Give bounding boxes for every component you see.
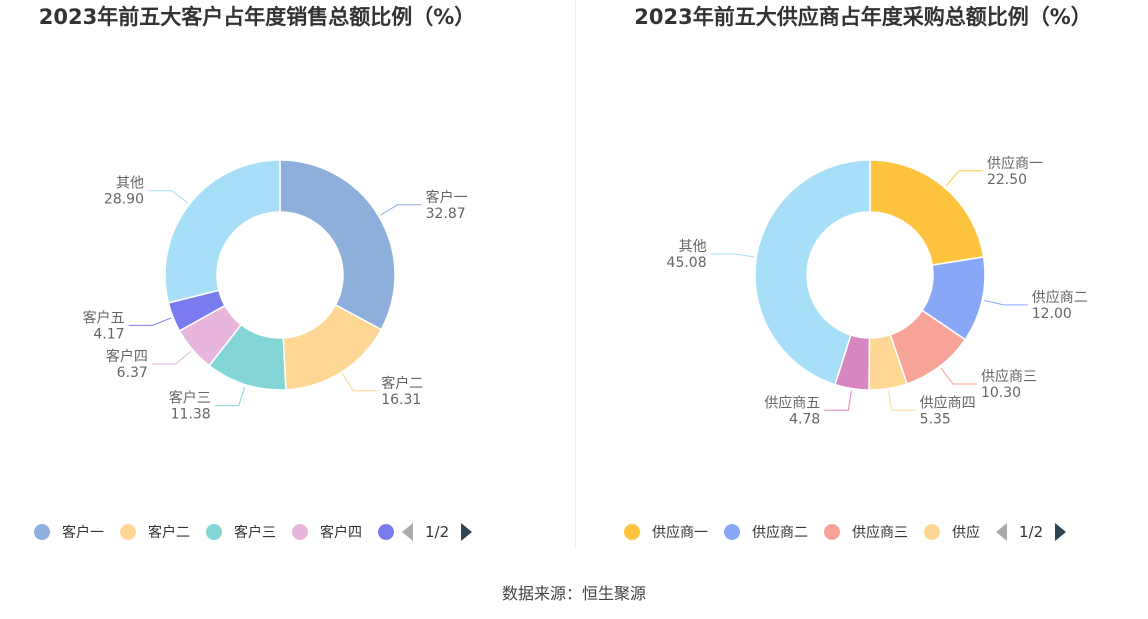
- pager-next-icon[interactable]: [1055, 523, 1067, 541]
- slice-label-name: 客户三: [169, 390, 211, 407]
- slice-label-value: 16.31: [381, 392, 421, 408]
- label-line-1-4: [824, 390, 852, 411]
- slice-label-name: 客户四: [106, 348, 148, 365]
- label-line-0-5: [148, 190, 189, 204]
- label-line-0-3: [151, 350, 192, 365]
- pager-page-label: 1/2: [1019, 523, 1044, 541]
- legend-item[interactable]: 客户三: [206, 522, 276, 542]
- slice-label-value: 22.50: [987, 172, 1027, 188]
- donut-slice-1-5: [754, 159, 871, 386]
- legend-item-label: 客户一: [62, 525, 104, 541]
- label-line-0-2: [214, 386, 246, 407]
- label-line-1-5: [710, 253, 755, 258]
- pager-prev-icon[interactable]: [996, 523, 1007, 541]
- legend-color-dot: [824, 524, 840, 540]
- legend-color-dot: [724, 524, 740, 540]
- slice-label-name: 供应商三: [981, 368, 1037, 385]
- slice-label-name: 供应商一: [987, 155, 1043, 172]
- supplier-legend: 供应商一 供应商二 供应商三 供应 1/2: [576, 520, 1148, 544]
- legend-item[interactable]: 供应商一: [624, 522, 708, 542]
- donut-slice-0-5: [164, 159, 281, 304]
- legend-item-label: 客户二: [148, 525, 190, 541]
- legend-color-dot: [292, 524, 308, 540]
- slice-label-name: 客户五: [83, 309, 125, 326]
- panel-divider: [575, 0, 576, 548]
- slice-label-name: 客户一: [426, 189, 468, 206]
- pager-next-icon[interactable]: [461, 523, 473, 541]
- legend-item[interactable]: 供应商二: [724, 522, 808, 542]
- legend-item-label: 供应商一: [652, 525, 708, 541]
- legend-item-label: 供应商二: [752, 525, 808, 541]
- legend-item[interactable]: 供应: [924, 522, 980, 542]
- customer-legend: 客户一 客户二 客户三 客户四 1/2: [0, 520, 608, 544]
- label-line-1-2: [940, 367, 977, 385]
- legend-color-dot: [206, 524, 222, 540]
- label-line-1-1: [984, 300, 1028, 306]
- legend-color-dot: [34, 524, 50, 540]
- supplier-chart-panel: 2023年前五大供应商占年度采购总额比例（%） 供应商一 22.50 供应商二 12.…: [576, 0, 1148, 560]
- label-line-0-1: [342, 373, 378, 392]
- legend-item-label: 客户四: [320, 525, 362, 541]
- slice-label-value: 4.78: [789, 411, 820, 427]
- legend-item-label: 供应: [952, 525, 980, 541]
- pager-prev-icon[interactable]: [402, 523, 413, 541]
- slice-label-value: 10.30: [981, 385, 1021, 401]
- customer-chart-panel: 2023年前五大客户占年度销售总额比例（%） 客户一 32.87 客户二 16.31 客…: [0, 0, 574, 560]
- label-line-1-0: [945, 170, 983, 187]
- legend-item[interactable]: [378, 524, 394, 540]
- legend-item-label: 客户三: [234, 525, 276, 541]
- legend-pager: 1/2: [402, 523, 473, 541]
- legend-item-label: 供应商三: [852, 525, 908, 541]
- legend-color-dot: [378, 524, 394, 540]
- legend-item[interactable]: 客户一: [34, 522, 104, 542]
- legend-color-dot: [120, 524, 136, 540]
- slice-label-value: 32.87: [426, 206, 466, 222]
- legend-item[interactable]: 客户二: [120, 522, 190, 542]
- slice-label-name: 其他: [116, 176, 144, 192]
- customer-chart-title: 2023年前五大客户占年度销售总额比例（%）: [38, 5, 476, 29]
- donut-slice-0-0: [279, 159, 396, 331]
- slice-label-name: 其他: [679, 239, 707, 255]
- label-line-1-3: [888, 390, 916, 411]
- legend-pager: 1/2: [996, 523, 1067, 541]
- legend-color-dot: [924, 524, 940, 540]
- label-line-0-0: [380, 204, 422, 216]
- slice-label-name: 供应商二: [1032, 289, 1088, 306]
- slice-label-name: 客户二: [381, 375, 423, 392]
- donut-slice-1-0: [869, 159, 985, 266]
- slice-label-value: 28.90: [104, 192, 144, 208]
- slice-label-name: 供应商四: [920, 394, 976, 411]
- pager-page-label: 1/2: [425, 523, 450, 541]
- legend-color-dot: [624, 524, 640, 540]
- legend-item[interactable]: 供应商三: [824, 522, 908, 542]
- slice-label-value: 6.37: [117, 365, 148, 381]
- slice-label-value: 5.35: [920, 411, 951, 427]
- slice-label-value: 11.38: [171, 407, 211, 423]
- legend-item[interactable]: 客户四: [292, 522, 362, 542]
- label-line-0-4: [128, 317, 172, 326]
- slice-label-name: 供应商五: [764, 394, 820, 411]
- data-source-footer: 数据来源：恒生聚源: [501, 584, 646, 603]
- slice-label-value: 12.00: [1032, 306, 1072, 322]
- slice-label-value: 45.08: [667, 255, 707, 271]
- slice-label-value: 4.17: [93, 326, 124, 342]
- supplier-donut-chart: 供应商一22.50供应商二12.00供应商三10.30供应商四5.35供应商五4…: [667, 155, 1088, 427]
- supplier-chart-title: 2023年前五大供应商占年度采购总额比例（%）: [634, 5, 1092, 29]
